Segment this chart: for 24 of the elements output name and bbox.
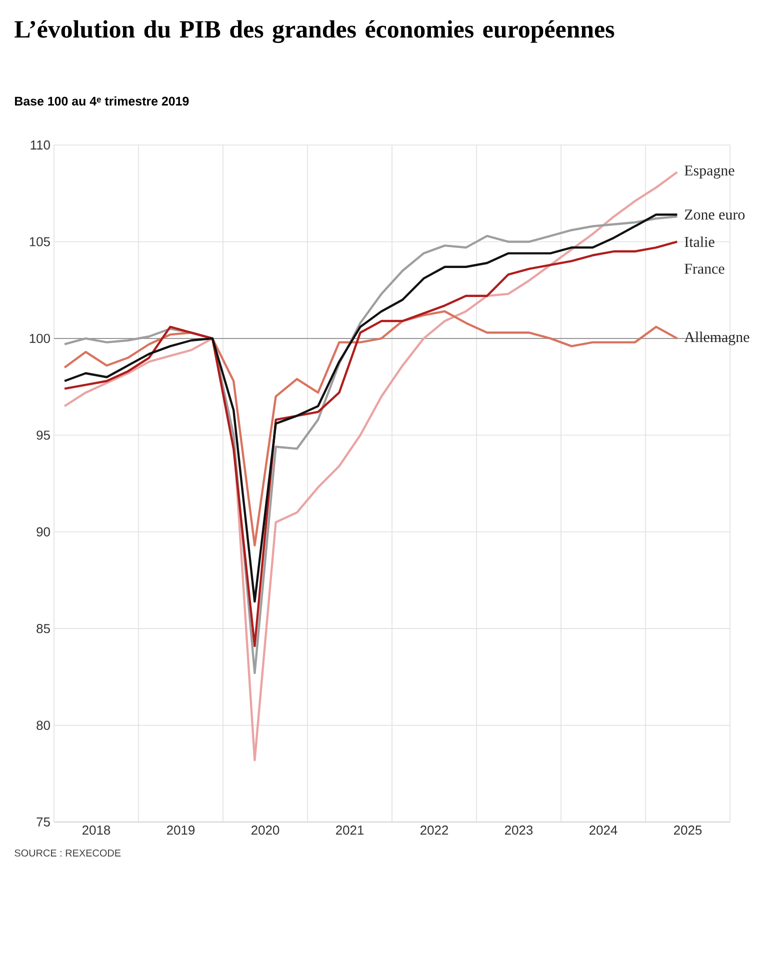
source-note: SOURCE : REXECODE [14, 849, 121, 857]
series-label: Zone euro [684, 210, 745, 220]
series-label: France [684, 264, 724, 274]
y-tick-label: 90 [36, 527, 50, 536]
x-tick-label: 2022 [420, 826, 448, 835]
y-tick-label: 95 [36, 430, 50, 440]
y-tick-label: 110 [30, 140, 50, 150]
y-tick-label: 80 [36, 720, 50, 730]
chart-title: L’évolution du PIB des grandes économies européennes [14, 20, 614, 44]
series-label: Italie [684, 236, 714, 247]
series-label: Allemagne [684, 332, 750, 346]
y-tick-label: 105 [30, 237, 50, 246]
y-tick-label: 85 [36, 624, 50, 634]
x-tick-label: 2018 [82, 826, 110, 835]
x-tick-label: 2021 [336, 826, 364, 835]
y-tick-label: 75 [36, 817, 50, 827]
x-tick-label: 2023 [505, 826, 533, 835]
x-tick-label: 2020 [252, 826, 280, 835]
y-tick-label: 100 [30, 334, 50, 344]
series-label: Espagne [684, 166, 734, 179]
chart-subtitle: Base 100 au 4ᵉ trimestre 2019 [15, 96, 189, 106]
x-tick-label: 2024 [590, 826, 618, 835]
x-tick-label: 2025 [674, 826, 702, 835]
x-tick-label: 2019 [167, 826, 195, 835]
